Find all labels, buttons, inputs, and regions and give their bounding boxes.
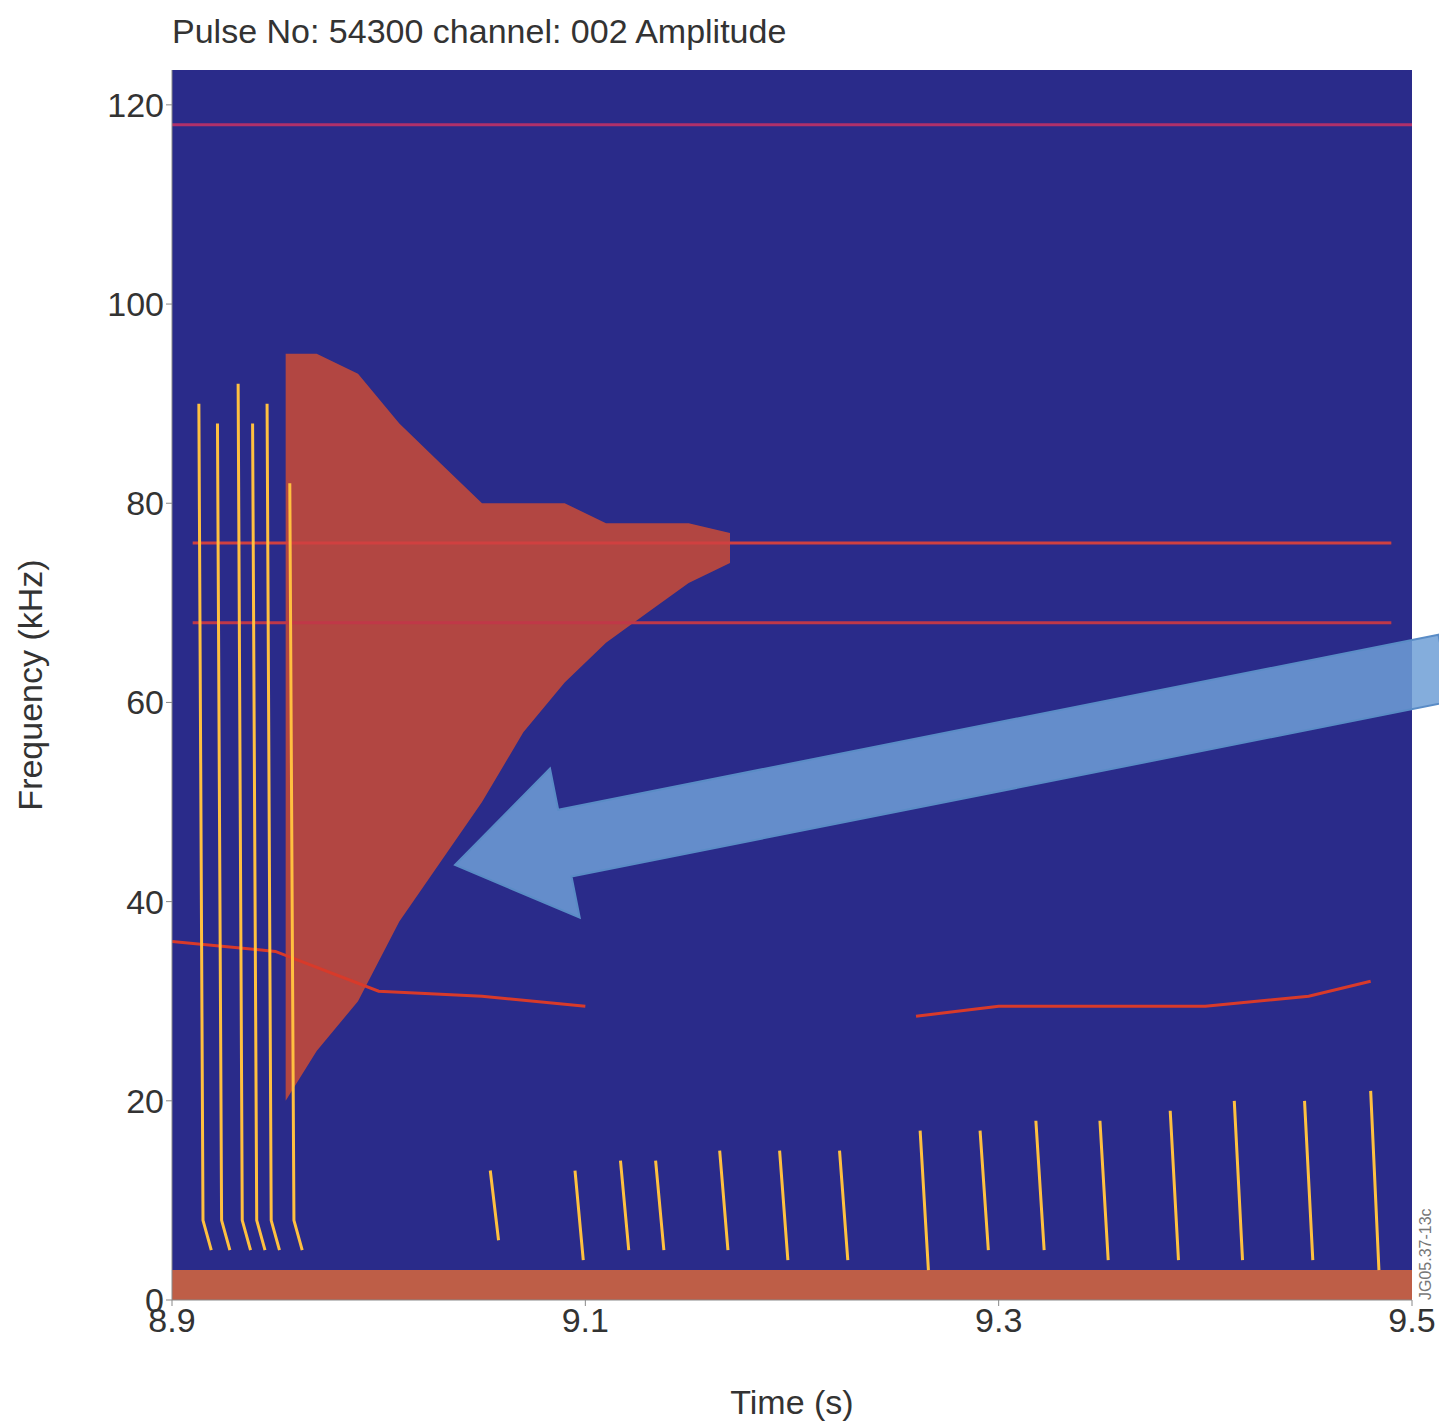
svg-text:8.9: 8.9 <box>148 1301 196 1340</box>
svg-text:80: 80 <box>126 484 164 522</box>
svg-text:120: 120 <box>107 86 164 124</box>
svg-text:9.1: 9.1 <box>562 1301 609 1339</box>
svg-text:60: 60 <box>126 683 164 721</box>
svg-text:40: 40 <box>126 883 164 921</box>
html-text:Pulse No: 54300 channel: 002 A: Pulse No: 54300 channel: 002 Amplitude <box>172 12 787 50</box>
svg-text:20: 20 <box>126 1082 164 1120</box>
svg-text:9.3: 9.3 <box>975 1301 1022 1339</box>
html-text:JG05.37-13c: JG05.37-13c <box>1417 1208 1434 1300</box>
svg-text:100: 100 <box>107 285 164 323</box>
svg-text:Frequency (kHz): Frequency (kHz) <box>11 559 49 810</box>
svg-text:9.5: 9.5 <box>1388 1301 1435 1339</box>
svg-text:Time (s): Time (s) <box>730 1383 853 1421</box>
svg-text:0: 0 <box>145 1281 164 1319</box>
